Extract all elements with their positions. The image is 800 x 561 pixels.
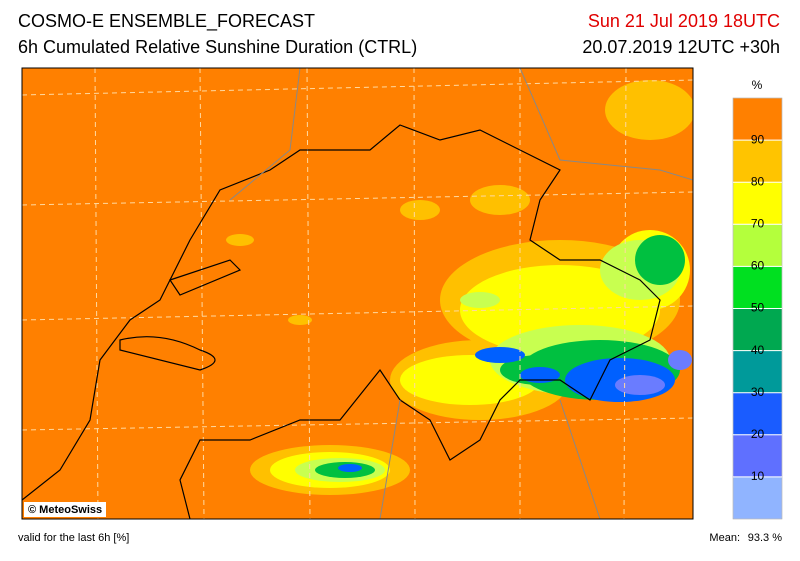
run-info: 20.07.2019 12UTC +30h	[582, 37, 780, 57]
footer-mean-value: 93.3 %	[748, 532, 782, 544]
regions	[229, 68, 693, 519]
footer-mean-label: Mean:	[709, 532, 740, 544]
colorbar-tick-label: 10	[751, 469, 765, 483]
blobs-10	[615, 350, 692, 395]
colorbar-segment	[732, 181, 783, 225]
colorbar-tick-label: 90	[751, 132, 765, 146]
map-frame	[21, 67, 694, 520]
colorbar-segment	[732, 308, 783, 351]
colorbar-segment	[732, 476, 783, 520]
colorbar-segment	[732, 139, 783, 183]
colorbar-segment	[732, 266, 783, 309]
borders	[22, 124, 661, 519]
map	[22, 68, 693, 519]
colorbar-tick-label: 40	[751, 343, 765, 357]
colorbar-tick-label: 30	[751, 385, 765, 399]
colorbar-unit: %	[752, 78, 763, 92]
colorbar-tick-label: 20	[751, 427, 765, 441]
colorbar-segment	[732, 350, 783, 393]
colorbar-tick-label: 60	[751, 259, 765, 273]
colorbar-segment	[732, 392, 783, 436]
colorbar: 10 20 30 40 50 60 70 80 90	[732, 97, 783, 520]
colorbar-tick-label: 70	[751, 216, 765, 230]
colorbar-segment	[732, 224, 783, 267]
copyright: © MeteoSwiss	[28, 504, 102, 516]
colorbar-tick-label: 50	[751, 301, 765, 315]
footer-valid: valid for the last 6h [%]	[18, 532, 129, 544]
subtitle: 6h Cumulated Relative Sunshine Duration …	[18, 37, 417, 57]
graticule	[22, 68, 693, 519]
colorbar-tick-label: 80	[751, 174, 765, 188]
copyright-box	[24, 502, 106, 517]
title: COSMO-E ENSEMBLE_FORECAST	[18, 11, 315, 32]
valid-date: Sun 21 Jul 2019 18UTC	[588, 11, 780, 31]
